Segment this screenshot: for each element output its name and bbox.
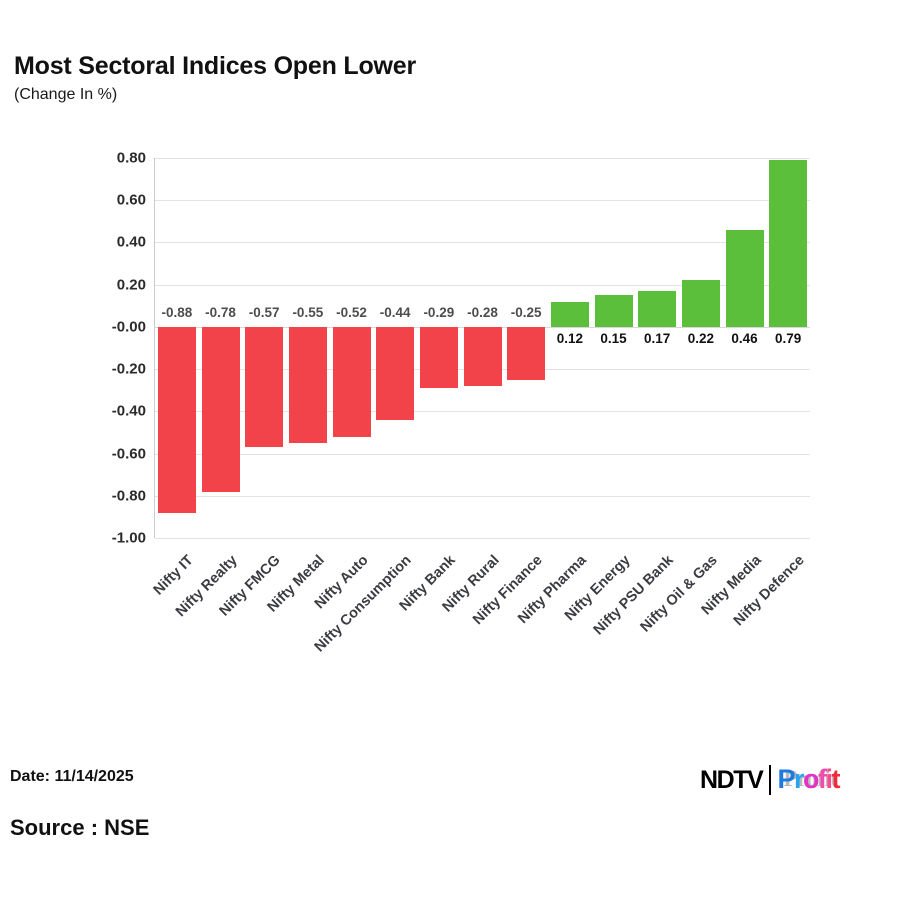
ndtv-profit-logo: NDTV Profit Profit (700, 762, 863, 798)
bar-value-label: -0.57 (248, 304, 280, 320)
plot-area: -0.88 -0.78 -0.57 -0.55 -0.52 -0.44 -0.29 -0.28… (155, 158, 810, 539)
y-axis-tick-labels: 0.80 0.60 0.40 0.20 -0.00 -0.20 -0.40 -0.60 -0.8… (70, 150, 146, 547)
bar-value-label: 0.79 (775, 330, 802, 346)
gridline (155, 411, 810, 413)
profit-letter: r (793, 764, 805, 794)
y-axis-tick-label: 0.60 (116, 191, 146, 209)
bar-value-label: -0.44 (379, 304, 411, 320)
bar-value-label: 0.12 (556, 330, 583, 346)
bar[interactable] (157, 326, 196, 513)
gridline (155, 495, 810, 497)
y-axis-tick-label: -1.00 (111, 529, 146, 547)
ndtv-wordmark: NDTV (700, 765, 764, 794)
y-axis-tick-label: 0.80 (116, 149, 146, 167)
profit-letter: P (777, 764, 795, 794)
logo-divider (769, 765, 772, 795)
bar[interactable] (288, 326, 327, 443)
profit-wordmark-ghost: Profit (783, 766, 838, 791)
bar-value-label: -0.29 (423, 304, 455, 320)
bar[interactable] (201, 326, 240, 492)
bar[interactable] (245, 326, 284, 448)
bar-value-label: 0.17 (644, 330, 671, 346)
bar[interactable] (463, 326, 502, 386)
y-axis-tick-label: 0.20 (116, 276, 146, 294)
profit-letter: o (803, 764, 820, 794)
y-axis-tick-label: 0.40 (116, 233, 146, 251)
footer-source: Source : NSE (10, 815, 150, 840)
bar-value-label: -0.88 (161, 304, 193, 320)
bar-value-label: -0.55 (292, 304, 324, 320)
chart-subtitle: (Change In %) (14, 86, 118, 103)
profit-letter: i (825, 764, 834, 794)
bar[interactable] (332, 326, 371, 437)
gridline (155, 453, 810, 455)
y-axis-tick-label: -0.80 (111, 487, 146, 505)
bar-value-label: 0.22 (687, 330, 714, 346)
bar[interactable] (725, 229, 764, 327)
bar[interactable] (376, 326, 415, 420)
bar[interactable] (419, 326, 458, 389)
bar-value-label: -0.25 (510, 304, 542, 320)
y-axis-tick-label: -0.60 (111, 445, 146, 463)
gridline (155, 242, 810, 244)
bar[interactable] (638, 291, 677, 327)
y-axis-tick-label: -0.20 (111, 360, 146, 378)
profit-letter: f (818, 764, 827, 794)
bar-value-label: -0.28 (467, 304, 498, 320)
gridline (155, 284, 810, 286)
bar-value-label: 0.46 (731, 330, 758, 346)
bar[interactable] (550, 301, 589, 327)
bar-value-label: -0.78 (205, 304, 236, 320)
gridline (155, 158, 810, 159)
bar[interactable] (681, 280, 720, 327)
gridline (155, 538, 810, 539)
y-axis-line (154, 158, 155, 538)
profit-wordmark-wrap: Profit Profit (777, 764, 863, 796)
bar[interactable] (507, 326, 546, 380)
bar-value-label: -0.52 (336, 304, 367, 320)
profit-wordmark: Profit (777, 764, 841, 795)
page-title: Most Sectoral Indices Open Lower (14, 52, 417, 80)
profit-letter: t (831, 764, 841, 794)
bar-value-label: 0.15 (600, 330, 627, 346)
footer-date: Date: 11/14/2025 (10, 768, 134, 785)
y-axis-tick-label: -0.00 (111, 318, 146, 336)
gridline (155, 200, 810, 202)
bar[interactable] (594, 295, 633, 327)
bar[interactable] (769, 160, 808, 327)
y-axis-tick-label: -0.40 (111, 402, 146, 420)
